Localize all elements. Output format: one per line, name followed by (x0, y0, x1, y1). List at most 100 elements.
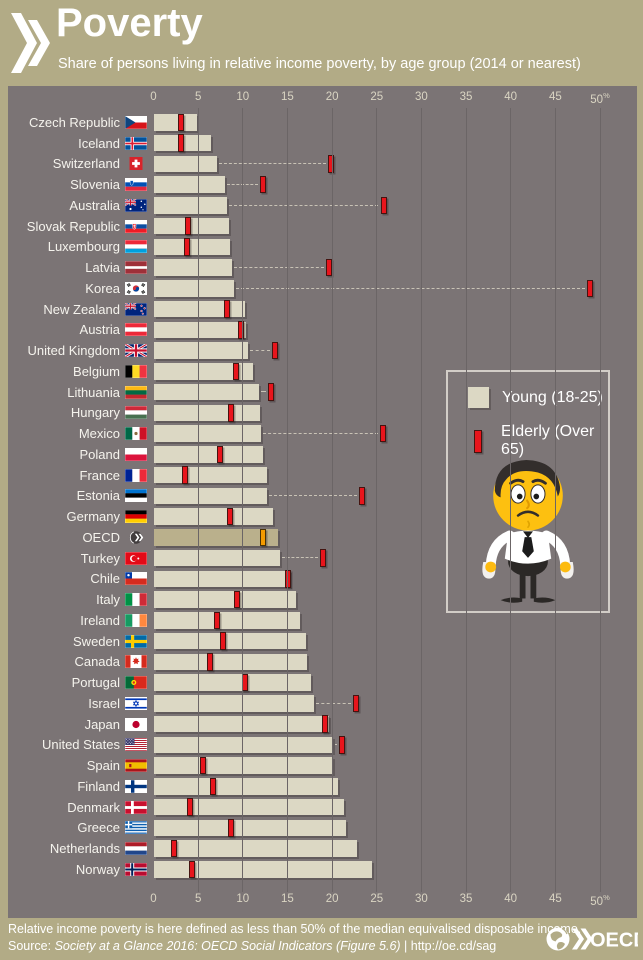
svg-text:OECD: OECD (590, 930, 638, 952)
country-row: Belgium (8, 361, 637, 382)
axis-tick-label: 5 (194, 91, 202, 103)
gridline (197, 108, 199, 892)
bar-zone (154, 320, 637, 341)
country-row: Netherlands (8, 838, 637, 859)
elderly-poverty-marker (189, 860, 196, 878)
young-poverty-bar (154, 217, 229, 235)
country-label: Turkey (80, 550, 120, 566)
country-label: Korea (85, 280, 120, 296)
gridline (510, 108, 512, 892)
bar-zone (154, 693, 637, 714)
page-title: Poverty (56, 1, 203, 45)
country-row: Austria (8, 320, 637, 341)
country-row: Sweden (8, 631, 637, 652)
young-poverty-bar (154, 570, 290, 587)
country-label: Iceland (78, 135, 120, 151)
connector-line (249, 349, 270, 351)
country-row: Denmark (8, 797, 637, 818)
country-row: United States (8, 735, 637, 756)
mx-flag-icon (125, 427, 147, 441)
axis-tick-label: 25 (370, 893, 384, 905)
elderly-poverty-marker (259, 175, 266, 194)
young-poverty-bar (154, 363, 254, 380)
young-poverty-bar (154, 508, 273, 525)
country-row: Chile (8, 569, 637, 590)
de-flag-icon (125, 510, 147, 524)
bar-zone (154, 569, 637, 590)
country-label: Finland (77, 778, 120, 794)
es-flag-icon (125, 759, 147, 773)
gridline (465, 108, 467, 892)
si-flag-icon (125, 178, 147, 192)
elderly-poverty-marker (284, 570, 291, 588)
young-poverty-bar (154, 176, 226, 193)
bar-zone (154, 299, 637, 320)
no-flag-icon (125, 862, 147, 876)
connector-line (261, 391, 266, 393)
country-row: Latvia (8, 257, 637, 278)
country-label: Sweden (73, 633, 120, 649)
elderly-poverty-marker (217, 445, 224, 463)
country-row: Greece (8, 818, 637, 839)
it-flag-icon (125, 593, 147, 607)
country-label: New Zealand (43, 301, 120, 317)
jp-flag-icon (125, 717, 147, 731)
connector-line (233, 266, 325, 268)
young-poverty-bar (154, 114, 197, 131)
oecd-chevrons-icon (10, 11, 52, 75)
ca-flag-icon (125, 655, 147, 669)
bar-zone (154, 237, 637, 258)
elderly-poverty-marker (227, 819, 234, 837)
elderly-poverty-marker (586, 279, 593, 297)
country-row: Finland (8, 776, 637, 797)
ie-flag-icon (125, 613, 147, 627)
young-poverty-bar (154, 342, 248, 359)
country-label: Estonia (76, 488, 120, 504)
bar-zone (154, 838, 637, 859)
country-label: Lithuania (67, 384, 120, 400)
gridline (286, 108, 288, 892)
elderly-poverty-marker (338, 736, 345, 754)
country-label: Netherlands (49, 841, 120, 857)
country-label: Czech Republic (28, 114, 120, 130)
source-title: Society at a Glance 2016: OECD Social In… (54, 939, 401, 953)
country-row: Australia (8, 195, 637, 216)
country-row: New Zealand (8, 299, 637, 320)
source-prefix: Source: (8, 939, 55, 953)
lu-flag-icon (125, 240, 147, 254)
oecd-globe-icon (125, 531, 147, 544)
axis-tick-label: 5 (194, 893, 202, 905)
elderly-marker-swatch (474, 429, 482, 453)
country-row: Lithuania (8, 382, 637, 403)
young-poverty-bar (154, 321, 246, 338)
country-label: United States (41, 737, 120, 753)
us-flag-icon (125, 738, 147, 752)
young-poverty-bar (154, 425, 262, 442)
country-row: Portugal (8, 672, 637, 693)
country-label: France (79, 467, 120, 483)
country-label: Italy (96, 592, 120, 608)
country-label: Australia (69, 197, 120, 213)
elderly-poverty-marker (184, 217, 191, 235)
bar-zone (154, 216, 637, 237)
young-poverty-bar (154, 549, 280, 567)
elderly-poverty-marker (227, 404, 234, 422)
young-poverty-bar (154, 155, 217, 172)
country-label: Israel (88, 695, 120, 711)
bar-zone (154, 486, 637, 507)
lt-flag-icon (125, 385, 147, 399)
be-flag-icon (125, 364, 147, 378)
country-label: Poland (79, 446, 120, 462)
axis-tick-label: 15 (281, 893, 294, 905)
elderly-poverty-marker (184, 238, 191, 256)
percent-unit: % (603, 91, 610, 100)
elderly-poverty-marker (234, 590, 241, 609)
axis-tick-label: 50% (590, 893, 610, 908)
bar-zone (154, 672, 637, 693)
axis-tick-label: 15 (281, 91, 294, 103)
young-poverty-bar (154, 819, 346, 836)
young-poverty-bar (154, 383, 260, 401)
bar-zone (154, 444, 637, 465)
connector-line (281, 557, 318, 559)
elderly-poverty-marker (321, 715, 328, 733)
